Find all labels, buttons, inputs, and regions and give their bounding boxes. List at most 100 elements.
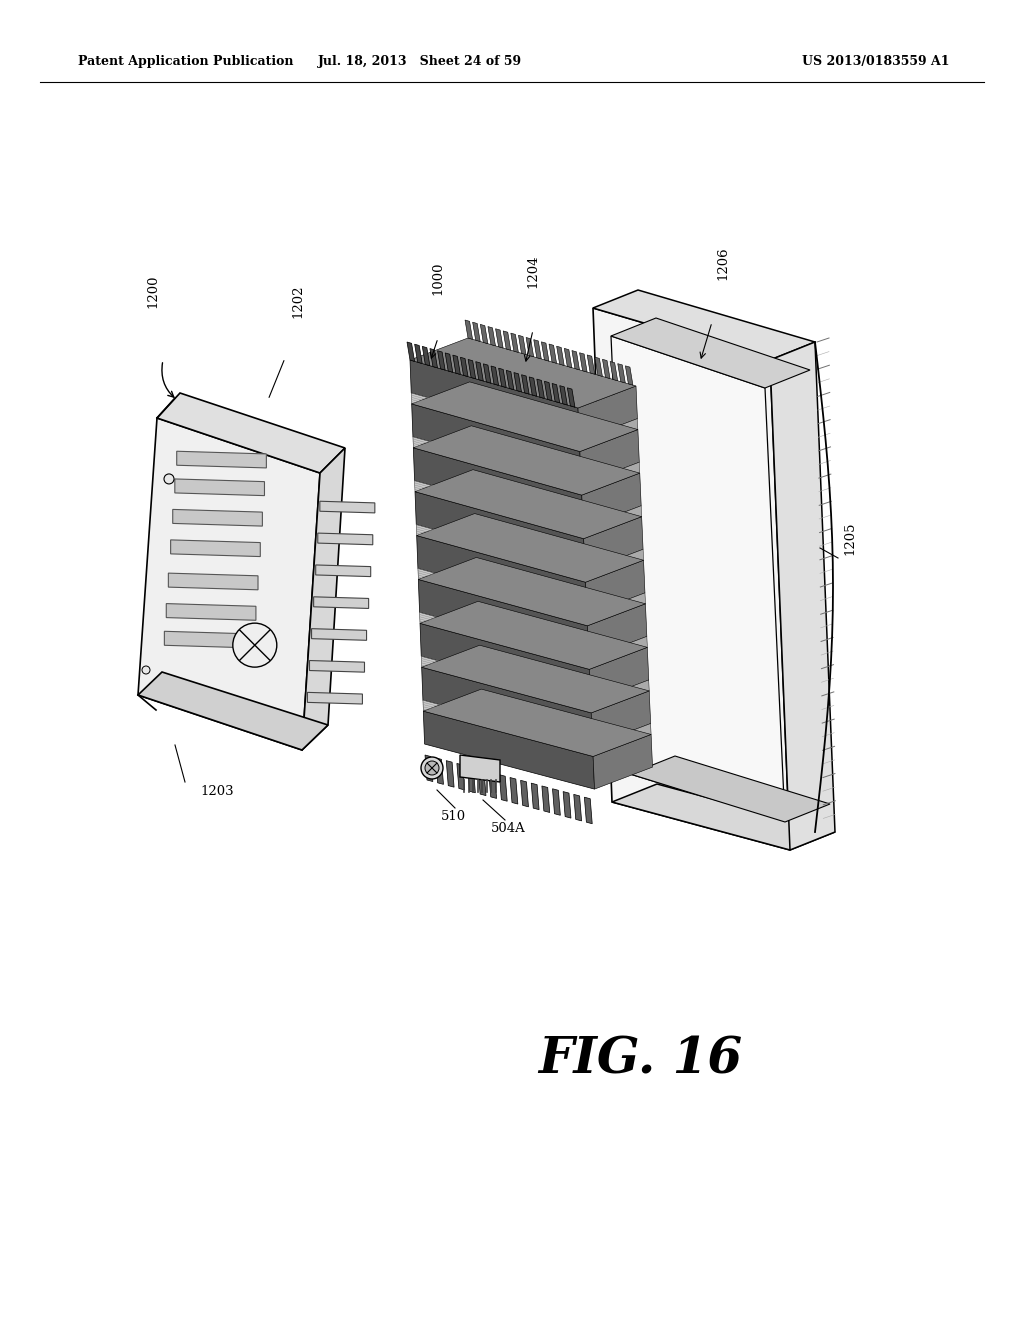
Polygon shape bbox=[542, 785, 550, 813]
Polygon shape bbox=[585, 549, 643, 582]
Polygon shape bbox=[510, 777, 518, 804]
Polygon shape bbox=[490, 366, 499, 385]
Polygon shape bbox=[478, 770, 486, 796]
Text: Jul. 18, 2013   Sheet 24 of 59: Jul. 18, 2013 Sheet 24 of 59 bbox=[317, 55, 522, 69]
Polygon shape bbox=[582, 462, 640, 495]
Polygon shape bbox=[460, 755, 500, 781]
Polygon shape bbox=[468, 359, 476, 379]
Polygon shape bbox=[567, 388, 574, 407]
Polygon shape bbox=[171, 540, 260, 557]
Polygon shape bbox=[446, 760, 454, 787]
Polygon shape bbox=[311, 628, 367, 640]
Polygon shape bbox=[417, 536, 587, 615]
Polygon shape bbox=[483, 364, 490, 383]
Polygon shape bbox=[626, 366, 633, 385]
Polygon shape bbox=[593, 723, 651, 756]
Polygon shape bbox=[420, 602, 647, 669]
Circle shape bbox=[232, 623, 276, 667]
Polygon shape bbox=[309, 660, 365, 672]
Circle shape bbox=[421, 756, 443, 779]
Polygon shape bbox=[415, 345, 422, 363]
Polygon shape bbox=[435, 758, 443, 784]
Polygon shape bbox=[423, 689, 651, 756]
Polygon shape bbox=[511, 333, 518, 352]
Polygon shape bbox=[612, 784, 835, 850]
Circle shape bbox=[142, 667, 150, 675]
Polygon shape bbox=[157, 393, 345, 473]
Polygon shape bbox=[173, 510, 262, 527]
Text: 1203: 1203 bbox=[200, 785, 233, 799]
Circle shape bbox=[425, 762, 439, 775]
Polygon shape bbox=[580, 429, 639, 484]
Polygon shape bbox=[410, 360, 580, 441]
Text: 1204: 1204 bbox=[526, 255, 540, 288]
Polygon shape bbox=[410, 338, 636, 408]
Polygon shape bbox=[630, 756, 830, 822]
Polygon shape bbox=[175, 479, 264, 495]
Polygon shape bbox=[425, 755, 433, 781]
Polygon shape bbox=[457, 763, 465, 789]
Polygon shape bbox=[415, 491, 585, 572]
Polygon shape bbox=[586, 560, 645, 615]
Polygon shape bbox=[590, 647, 649, 702]
Polygon shape bbox=[461, 358, 468, 376]
Polygon shape bbox=[585, 797, 592, 824]
Polygon shape bbox=[488, 772, 497, 799]
Polygon shape bbox=[500, 775, 507, 801]
Polygon shape bbox=[545, 381, 552, 400]
Polygon shape bbox=[499, 368, 506, 388]
Polygon shape bbox=[468, 766, 475, 793]
Polygon shape bbox=[476, 362, 483, 381]
Polygon shape bbox=[417, 513, 643, 582]
Polygon shape bbox=[582, 473, 641, 528]
Polygon shape bbox=[584, 516, 643, 572]
Polygon shape bbox=[588, 603, 647, 659]
Polygon shape bbox=[419, 579, 589, 659]
Text: 1202: 1202 bbox=[292, 285, 304, 318]
Polygon shape bbox=[168, 573, 258, 590]
Polygon shape bbox=[593, 290, 815, 360]
Text: FIG. 16: FIG. 16 bbox=[538, 1035, 742, 1085]
Polygon shape bbox=[423, 711, 595, 789]
Polygon shape bbox=[531, 783, 539, 809]
Polygon shape bbox=[518, 335, 526, 355]
Polygon shape bbox=[422, 346, 430, 366]
Polygon shape bbox=[465, 319, 473, 339]
Polygon shape bbox=[537, 379, 545, 399]
Polygon shape bbox=[313, 597, 369, 609]
Polygon shape bbox=[430, 348, 437, 368]
Polygon shape bbox=[595, 358, 602, 376]
Polygon shape bbox=[138, 418, 319, 750]
Polygon shape bbox=[407, 342, 415, 362]
Text: 1206: 1206 bbox=[717, 247, 729, 280]
Polygon shape bbox=[415, 470, 642, 539]
Polygon shape bbox=[416, 524, 586, 582]
Polygon shape bbox=[521, 375, 529, 395]
Polygon shape bbox=[617, 363, 626, 383]
Polygon shape bbox=[560, 385, 567, 405]
Polygon shape bbox=[177, 451, 266, 467]
Polygon shape bbox=[563, 792, 571, 818]
Text: Patent Application Publication: Patent Application Publication bbox=[78, 55, 294, 69]
Polygon shape bbox=[414, 426, 640, 495]
Polygon shape bbox=[503, 331, 511, 350]
Polygon shape bbox=[573, 795, 582, 821]
Polygon shape bbox=[138, 672, 328, 750]
Polygon shape bbox=[580, 352, 587, 372]
Polygon shape bbox=[166, 603, 256, 620]
Polygon shape bbox=[506, 371, 514, 389]
Polygon shape bbox=[591, 680, 649, 713]
Polygon shape bbox=[552, 383, 560, 403]
Polygon shape bbox=[412, 404, 582, 484]
Polygon shape bbox=[422, 645, 649, 713]
Polygon shape bbox=[415, 480, 584, 539]
Polygon shape bbox=[165, 631, 254, 648]
Polygon shape bbox=[587, 593, 645, 626]
Polygon shape bbox=[445, 352, 453, 372]
Polygon shape bbox=[529, 378, 537, 396]
Polygon shape bbox=[420, 612, 590, 669]
Polygon shape bbox=[593, 734, 652, 789]
Polygon shape bbox=[423, 700, 593, 756]
Polygon shape bbox=[414, 447, 584, 528]
Text: US 2013/0183559 A1: US 2013/0183559 A1 bbox=[803, 55, 950, 69]
